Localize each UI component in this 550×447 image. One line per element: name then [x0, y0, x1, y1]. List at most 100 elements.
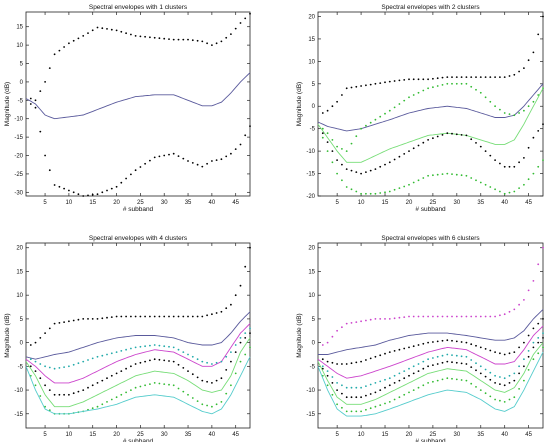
data-point	[321, 358, 324, 361]
data-point	[350, 86, 353, 89]
data-point	[398, 379, 401, 382]
data-point	[523, 341, 525, 344]
data-point	[350, 362, 353, 365]
data-point	[68, 365, 70, 368]
data-point	[187, 315, 189, 318]
data-point	[384, 386, 386, 389]
data-point	[494, 351, 496, 353]
data-point	[326, 109, 329, 112]
data-point	[239, 337, 242, 339]
series-3	[29, 103, 251, 197]
data-point	[499, 352, 501, 355]
data-point	[82, 360, 85, 363]
data-point	[427, 315, 429, 318]
data-point	[345, 363, 348, 365]
data-point	[427, 174, 429, 177]
data-point	[331, 382, 334, 384]
data-point	[494, 159, 496, 162]
data-point	[532, 280, 535, 282]
data-point	[341, 148, 343, 150]
data-point	[225, 392, 228, 395]
data-point	[436, 340, 439, 343]
data-point	[168, 153, 170, 156]
data-point	[234, 372, 237, 375]
data-point	[379, 82, 382, 84]
data-point	[220, 158, 223, 161]
data-point	[388, 384, 391, 387]
data-point	[365, 124, 367, 127]
data-point	[465, 363, 468, 365]
data-point	[196, 376, 199, 379]
data-point	[513, 165, 516, 168]
y-tick-label: 15	[308, 269, 315, 275]
data-point	[422, 78, 425, 81]
data-point	[345, 410, 348, 413]
series-line	[317, 342, 544, 405]
data-point	[134, 346, 137, 349]
data-point	[53, 184, 56, 186]
data-point	[360, 127, 362, 130]
data-point	[350, 142, 353, 145]
data-point	[48, 409, 51, 412]
data-point	[365, 394, 367, 397]
data-point	[503, 401, 506, 403]
data-point	[379, 192, 382, 194]
data-point	[470, 315, 473, 318]
data-point	[379, 165, 382, 168]
data-point	[82, 195, 85, 197]
data-point	[120, 30, 123, 33]
data-point	[388, 109, 391, 112]
data-point	[206, 42, 209, 45]
data-point	[326, 360, 329, 363]
series-line	[25, 356, 251, 415]
data-point	[345, 396, 348, 399]
data-point	[369, 357, 372, 360]
data-point	[39, 337, 42, 339]
data-point	[321, 365, 324, 368]
data-point	[374, 382, 377, 384]
data-point	[144, 384, 147, 387]
data-point	[408, 374, 410, 377]
data-point	[153, 36, 156, 39]
data-point	[489, 186, 492, 188]
data-point	[484, 315, 487, 318]
data-point	[115, 396, 118, 399]
data-point	[365, 319, 367, 322]
data-point	[379, 380, 382, 383]
data-point	[53, 322, 56, 325]
data-point	[523, 365, 525, 368]
data-point	[436, 173, 439, 176]
data-point	[139, 345, 142, 348]
data-point	[331, 393, 334, 396]
data-point	[508, 75, 511, 77]
data-point	[470, 382, 473, 385]
x-tick-label: 35	[185, 200, 192, 206]
data-point	[331, 335, 334, 338]
data-point	[489, 315, 492, 318]
data-point	[432, 357, 434, 359]
data-point	[39, 377, 42, 380]
data-point	[230, 360, 232, 363]
series-5	[321, 123, 544, 175]
data-point	[379, 115, 382, 118]
data-point	[115, 351, 118, 353]
data-point	[451, 76, 453, 78]
data-point	[527, 105, 530, 108]
data-point	[393, 106, 396, 109]
data-point	[168, 360, 170, 362]
data-point	[110, 316, 113, 318]
data-point	[77, 193, 80, 196]
data-point	[44, 154, 46, 157]
series-5	[321, 332, 544, 389]
series-6	[25, 337, 251, 408]
data-point	[44, 365, 46, 368]
y-tick-label: -5	[310, 127, 316, 133]
data-point	[201, 40, 204, 43]
y-tick-label: -10	[14, 388, 23, 394]
data-point	[436, 85, 439, 87]
data-point	[139, 315, 142, 318]
data-point	[484, 368, 487, 371]
data-point	[153, 156, 156, 159]
data-point	[149, 315, 151, 318]
data-point	[484, 96, 487, 99]
